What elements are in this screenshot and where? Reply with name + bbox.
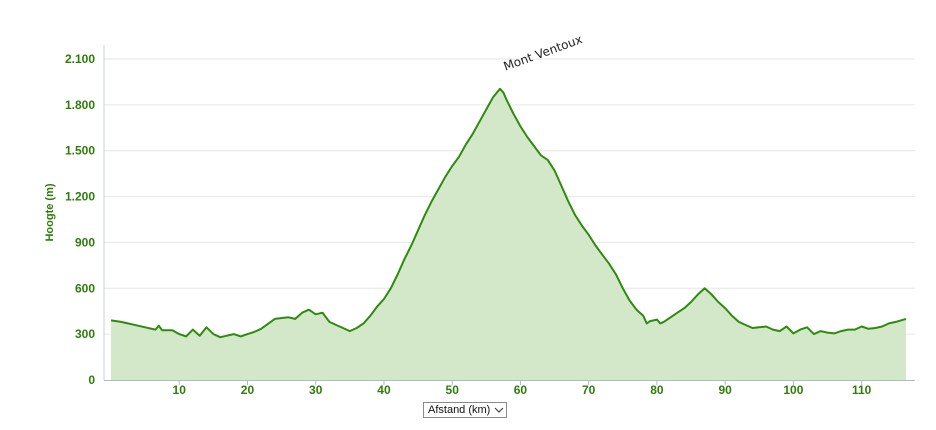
x-tick-label: 40 xyxy=(377,383,391,397)
x-tick-label: 80 xyxy=(650,383,664,397)
peak-annotation: Mont Ventoux xyxy=(502,32,585,73)
elevation-line xyxy=(110,87,907,339)
x-axis-select[interactable]: Afstand (km) xyxy=(423,402,507,418)
y-tick-label: 300 xyxy=(75,327,95,341)
x-tick-label: 20 xyxy=(241,383,255,397)
y-axis: 0 300 600 900 1.200 1.500 1.800 2.100 xyxy=(65,45,105,387)
x-tick-label: 30 xyxy=(309,383,323,397)
x-tick-label: 90 xyxy=(718,383,732,397)
x-tick-label: 110 xyxy=(852,383,872,397)
x-tick-label: 60 xyxy=(514,383,528,397)
y-tick-label: 600 xyxy=(75,281,95,295)
y-tick-label: 1.800 xyxy=(65,98,95,112)
y-tick-label: 0 xyxy=(88,373,95,387)
elevation-area xyxy=(111,88,906,381)
y-tick-label: 1.500 xyxy=(65,144,95,158)
x-tick-label: 100 xyxy=(783,383,803,397)
y-axis-label: Hoogte (m) xyxy=(44,183,56,241)
x-tick-label: 70 xyxy=(582,383,596,397)
x-tick-label: 50 xyxy=(446,383,460,397)
x-tick-label: 10 xyxy=(173,383,187,397)
y-tick-label: 2.100 xyxy=(65,52,95,66)
chevron-down-icon xyxy=(492,403,506,417)
x-axis-select-label: Afstand (km) xyxy=(428,404,491,416)
y-tick-label: 900 xyxy=(75,235,95,249)
y-tick-label: 1.200 xyxy=(65,190,95,204)
x-axis: 10 20 30 40 50 60 70 80 90 100 110 xyxy=(104,380,915,397)
